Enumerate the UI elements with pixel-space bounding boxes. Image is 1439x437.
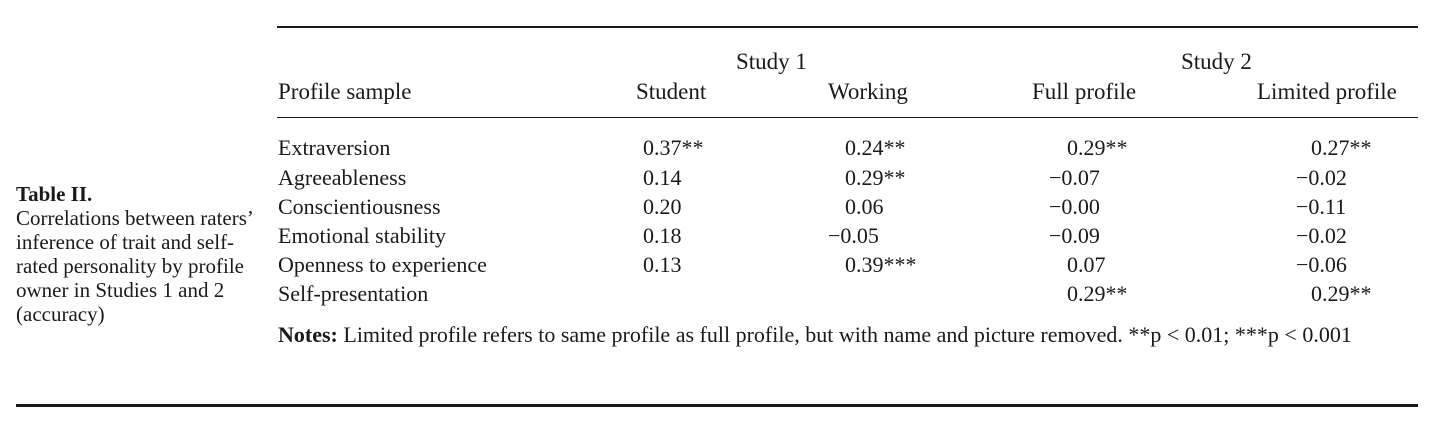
cell-limited-profile: −0.02 bbox=[1296, 165, 1347, 190]
notes-text: Limited profile refers to same profile a… bbox=[337, 322, 1352, 347]
cell-working: 0.06 bbox=[845, 194, 884, 219]
cell-working: 0.24** bbox=[845, 135, 906, 160]
table-bottom-rule bbox=[16, 404, 1418, 407]
table-top-rule bbox=[277, 26, 1418, 28]
row-label: Openness to experience bbox=[278, 252, 487, 277]
cell-full-profile: 0.29** bbox=[1067, 281, 1128, 306]
table-notes: Notes: Limited profile refers to same pr… bbox=[278, 322, 1420, 348]
cell-student: 0.14 bbox=[643, 165, 682, 190]
row-label: Extraversion bbox=[278, 135, 391, 160]
cell-student: 0.20 bbox=[643, 194, 682, 219]
cell-student: 0.37** bbox=[643, 135, 704, 160]
row-label: Agreeableness bbox=[278, 165, 407, 190]
row-header-label: Profile sample bbox=[278, 79, 412, 104]
cell-student: 0.18 bbox=[643, 223, 682, 248]
cell-limited-profile: −0.02 bbox=[1296, 223, 1347, 248]
cell-student: 0.13 bbox=[643, 252, 682, 277]
cell-full-profile: −0.09 bbox=[1049, 223, 1100, 248]
cell-working: −0.05 bbox=[828, 223, 879, 248]
caption-title: Table II. bbox=[16, 182, 93, 206]
column-header-full-profile: Full profile bbox=[1032, 79, 1137, 104]
cell-limited-profile: 0.27** bbox=[1311, 135, 1372, 160]
row-label: Conscientiousness bbox=[278, 194, 441, 219]
row-label: Self-presentation bbox=[278, 281, 429, 306]
study-2-header: Study 2 bbox=[1181, 49, 1252, 74]
cell-working: 0.39*** bbox=[845, 252, 917, 277]
caption-text: Correlations between raters’ inference o… bbox=[16, 206, 253, 326]
column-header-limited-profile: Limited profile bbox=[1257, 79, 1397, 104]
table-header-rule bbox=[277, 117, 1418, 118]
column-header-student: Student bbox=[636, 79, 707, 104]
cell-full-profile: −0.00 bbox=[1049, 194, 1100, 219]
cell-limited-profile: −0.11 bbox=[1296, 194, 1347, 219]
column-header-working: Working bbox=[828, 79, 908, 104]
notes-label: Notes: bbox=[278, 322, 338, 347]
study-1-header: Study 1 bbox=[736, 49, 807, 74]
cell-working: 0.29** bbox=[845, 165, 906, 190]
row-label: Emotional stability bbox=[278, 223, 447, 248]
cell-full-profile: 0.07 bbox=[1067, 252, 1106, 277]
table-caption: Table II. Correlations between raters’ i… bbox=[16, 182, 256, 326]
cell-limited-profile: 0.29** bbox=[1311, 281, 1372, 306]
cell-full-profile: 0.29** bbox=[1067, 135, 1128, 160]
cell-limited-profile: −0.06 bbox=[1296, 252, 1347, 277]
cell-full-profile: −0.07 bbox=[1049, 165, 1100, 190]
